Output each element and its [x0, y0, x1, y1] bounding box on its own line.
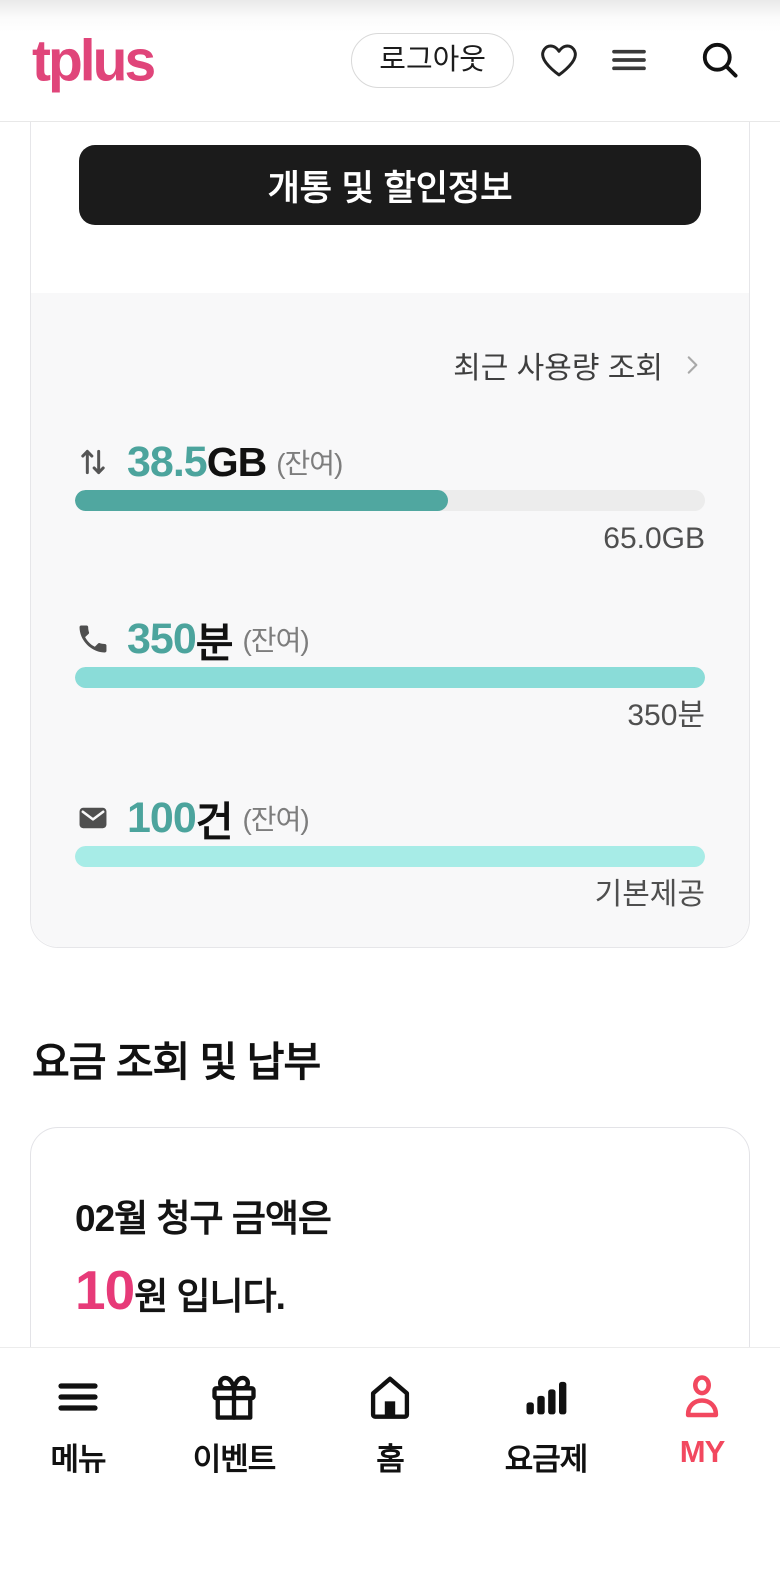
nav-item-menu[interactable]: 메뉴	[0, 1348, 156, 1585]
recent-usage-link[interactable]: 최근 사용량 조회	[75, 343, 705, 387]
usage-value: 350	[127, 614, 197, 663]
logout-button[interactable]: 로그아웃	[351, 32, 514, 89]
nav-label: 요금제	[504, 1442, 589, 1477]
usage-label: 100 건 (잔여)	[75, 793, 705, 845]
nav-label: 홈	[376, 1442, 405, 1477]
data-arrows-icon	[75, 442, 111, 482]
usage-item-sms: 100 건 (잔여) 기본제공	[75, 793, 705, 912]
person-icon	[674, 1369, 730, 1425]
nav-item-home[interactable]: 홈	[312, 1348, 468, 1585]
chevron-right-icon	[687, 356, 698, 374]
tplus-logo[interactable]: tplus	[32, 27, 156, 94]
activation-discount-button[interactable]: 개통 및 할인정보	[79, 145, 701, 225]
voice-progress-fill	[75, 667, 705, 688]
mail-icon	[75, 801, 111, 835]
sms-progress-track	[75, 846, 705, 867]
app-header: tplus 로그아웃	[0, 0, 780, 122]
usage-remaining-label: (잔여)	[242, 804, 309, 835]
nav-label: MY	[679, 1434, 725, 1469]
sms-progress-fill	[75, 846, 705, 867]
data-total-label: 65.0GB	[603, 522, 705, 555]
data-progress-fill	[75, 490, 448, 511]
search-icon[interactable]	[698, 38, 742, 82]
voice-progress-track	[75, 667, 705, 688]
phone-icon	[75, 622, 111, 656]
usage-item-data: 38.5 GB (잔여) 65.0GB	[75, 437, 705, 556]
billing-month-line: 02월 청구 금액은	[75, 1188, 705, 1242]
billing-amount-suffix: 원 입니다.	[134, 1276, 286, 1317]
nav-label: 메뉴	[50, 1442, 106, 1477]
menu-icon[interactable]	[606, 40, 652, 80]
usage-remaining-label: (잔여)	[242, 625, 309, 656]
home-icon	[362, 1369, 418, 1425]
usage-unit: 건	[195, 799, 234, 845]
spacer	[75, 556, 705, 614]
menu-icon	[50, 1369, 106, 1425]
heart-icon[interactable]	[538, 39, 580, 81]
nav-item-plans[interactable]: 요금제	[468, 1348, 624, 1585]
usage-remaining-label: (잔여)	[276, 448, 343, 479]
recent-usage-label: 최근 사용량 조회	[453, 352, 663, 385]
usage-unit: 분	[195, 620, 234, 666]
billing-month: 02	[75, 1198, 115, 1239]
account-summary-card: 개통 및 할인정보 최근 사용량 조회 38.5 GB (잔여	[30, 122, 750, 948]
usage-value: 100	[127, 793, 197, 842]
nav-item-event[interactable]: 이벤트	[156, 1348, 312, 1585]
bottom-navigation: 메뉴 이벤트 홈	[0, 1347, 780, 1585]
usage-label: 38.5 GB (잔여)	[75, 437, 705, 487]
billing-amount-line: 10 원 입니다.	[75, 1258, 705, 1322]
data-progress-track	[75, 490, 705, 511]
spacer	[75, 733, 705, 793]
gift-icon	[206, 1369, 262, 1425]
usage-label: 350 분 (잔여)	[75, 614, 705, 666]
signal-bars-icon	[518, 1369, 574, 1425]
usage-unit: GB	[206, 438, 267, 485]
usage-item-voice: 350 분 (잔여) 350분	[75, 614, 705, 733]
billing-amount: 10	[75, 1259, 135, 1321]
billing-month-suffix: 월 청구 금액은	[114, 1198, 332, 1239]
voice-total-label: 350분	[627, 699, 705, 732]
usage-panel: 최근 사용량 조회 38.5 GB (잔여)	[31, 293, 749, 947]
header-actions: 로그아웃	[351, 32, 742, 89]
billing-section-title: 요금 조회 및 납부	[32, 1039, 321, 1085]
nav-label: 이벤트	[192, 1442, 277, 1477]
usage-value: 38.5	[127, 437, 208, 486]
sms-total-label: 기본제공	[594, 878, 705, 911]
nav-item-my[interactable]: MY	[624, 1348, 780, 1585]
